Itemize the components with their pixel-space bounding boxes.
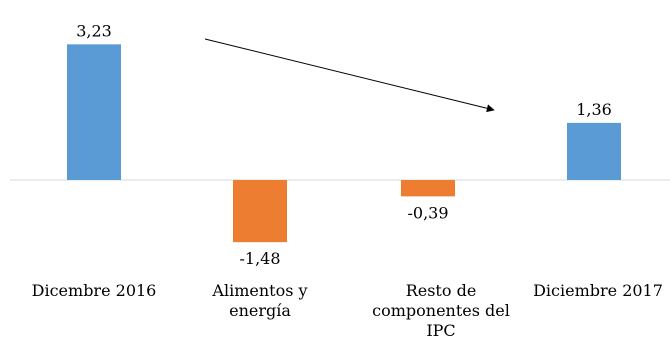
- data-label-2: -0,39: [407, 203, 448, 222]
- bar-3: [567, 122, 621, 180]
- trend-arrow: [204, 38, 495, 113]
- category-label-dicembre-2016: Dicembre 2016: [31, 281, 157, 300]
- data-label-1: -1,48: [239, 249, 280, 268]
- data-labels-layer: 3,23 -1,48 -0,39 1,36: [76, 21, 612, 268]
- bars-layer: [67, 44, 621, 243]
- bar-1: [233, 180, 287, 243]
- category-label-diciembre-2017: Diciembre 2017: [533, 281, 663, 300]
- category-label-alimentos: Alimentos y energía: [212, 281, 308, 320]
- bar-0: [67, 44, 121, 181]
- data-label-3: 1,36: [576, 100, 612, 119]
- bar-2: [401, 180, 455, 197]
- data-label-0: 3,23: [76, 21, 112, 40]
- category-label-resto: Resto de componentes del IPC: [372, 281, 510, 340]
